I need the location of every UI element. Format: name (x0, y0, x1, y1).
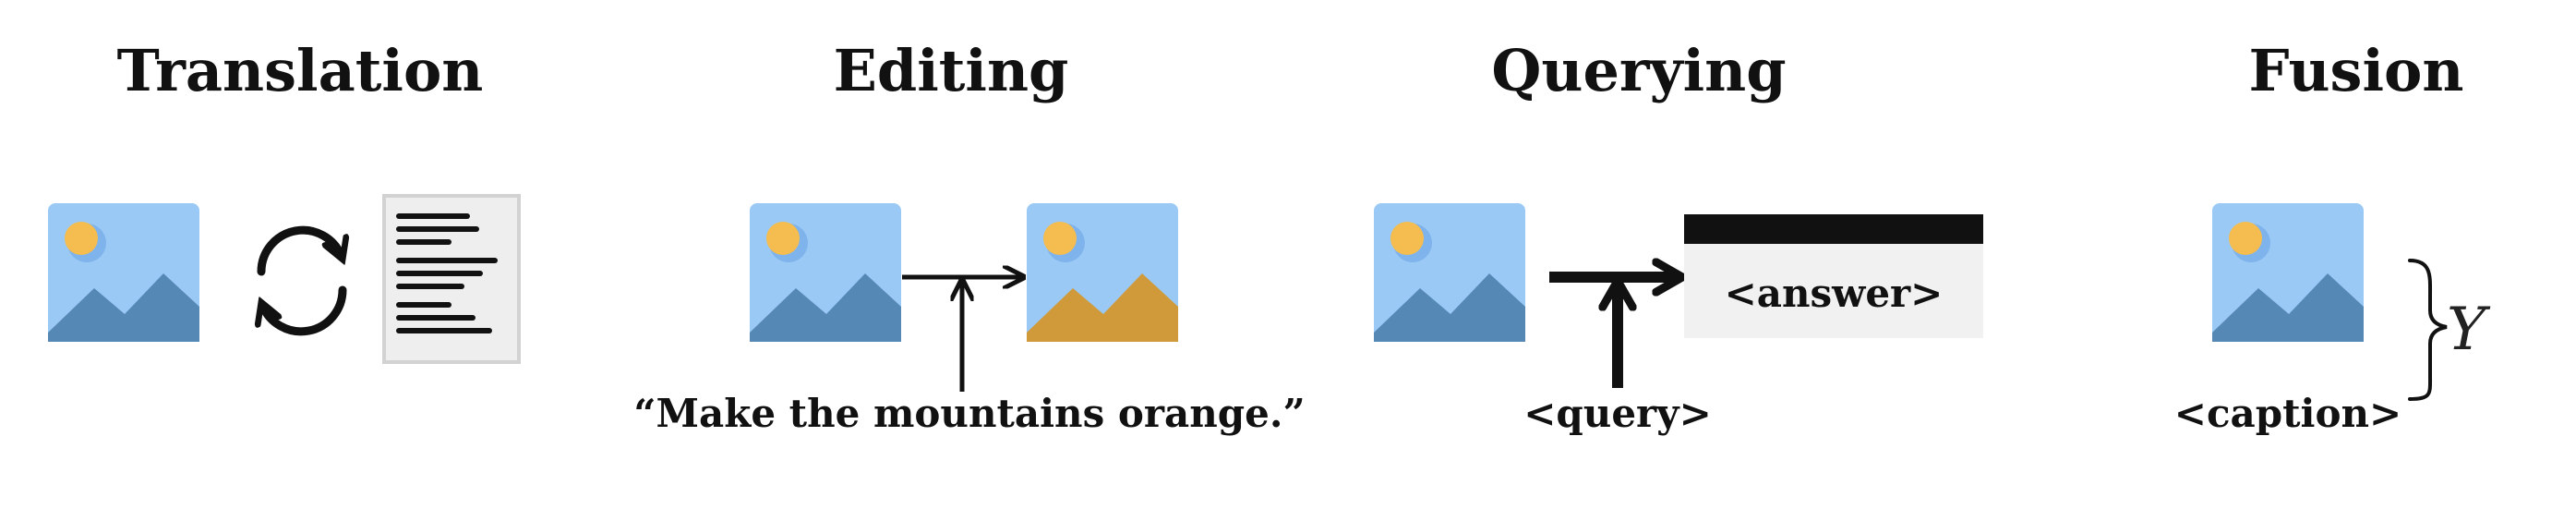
edit-instruction: “Make the mountains orange.” (633, 391, 1305, 436)
fusion-image-icon (2212, 203, 2364, 342)
answer-label: <answer> (1725, 271, 1944, 316)
editing-source-image-icon (750, 203, 901, 342)
panel-title-editing: Editing (834, 37, 1069, 104)
querying-image-icon (1374, 203, 1525, 342)
cycle-arrows-icon (261, 225, 343, 336)
panel-title-fusion: Fusion (2249, 37, 2464, 104)
answer-box (1684, 214, 1983, 338)
editing-result-image-icon (1027, 203, 1178, 342)
query-label: <query> (1523, 391, 1712, 436)
translation-image-icon (48, 203, 199, 342)
brace-icon (2408, 259, 2448, 401)
document-icon (382, 194, 521, 364)
fusion-output-symbol: Y (2447, 296, 2491, 364)
panel-title-querying: Querying (1491, 37, 1786, 104)
panel-title-translation: Translation (117, 37, 484, 104)
caption-label: <caption> (2174, 391, 2401, 436)
